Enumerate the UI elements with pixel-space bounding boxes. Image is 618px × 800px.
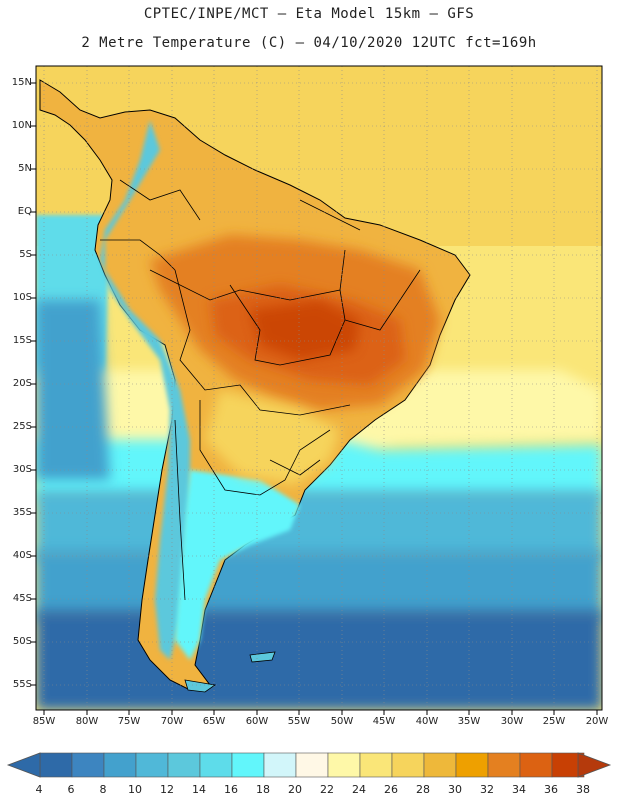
map-frame (35, 65, 603, 711)
colorbar-cell (39, 752, 73, 778)
lat-label: 15N (11, 77, 32, 88)
lat-label: 5S (19, 249, 32, 260)
cold-band-2 (36, 490, 602, 560)
colorbar-label: 12 (160, 783, 174, 796)
colorbar-cell (199, 752, 233, 778)
lat-label: 40S (12, 550, 32, 561)
lat-label: EQ (17, 206, 32, 217)
tierra-del-fuego (184, 679, 217, 693)
colorbar-cell (327, 752, 361, 778)
lon-label: 75W (117, 716, 141, 727)
graticule (36, 66, 602, 710)
colorbar-label: 8 (99, 783, 107, 796)
axis-ticks (31, 82, 598, 715)
lon-label: 85W (32, 716, 56, 727)
falkland-islands (249, 651, 276, 663)
colorbar-label: 24 (352, 783, 366, 796)
lon-label: 50W (330, 716, 354, 727)
andes-cold-strip (100, 120, 190, 660)
lat-label: 50S (12, 636, 32, 647)
colorbar-label: 34 (512, 783, 526, 796)
colorbar-cell (519, 752, 553, 778)
colorbar-label: 30 (448, 783, 462, 796)
colorbar-cell (487, 752, 521, 778)
title-line-1: CPTEC/INPE/MCT – Eta Model 15km – GFS (143, 6, 475, 22)
colorbar-cell (295, 752, 329, 778)
lon-label: 70W (160, 716, 184, 727)
lon-label: 55W (287, 716, 311, 727)
colorbar (6, 752, 612, 778)
colorbar-cell (167, 752, 201, 778)
lat-label: 10S (12, 292, 32, 303)
lat-label: 55S (12, 679, 32, 690)
colorbar-label: 38 (576, 783, 590, 796)
temperature-map (31, 65, 603, 715)
lat-label: 45S (12, 593, 32, 604)
lat-label: 25S (12, 421, 32, 432)
lon-label: 65W (202, 716, 226, 727)
colorbar-label: 18 (256, 783, 270, 796)
lon-label: 80W (75, 716, 99, 727)
colorbar-cell (359, 752, 393, 778)
lon-label: 45W (372, 716, 396, 727)
lon-label: 20W (585, 716, 609, 727)
southern-cone-cool (175, 470, 300, 660)
colorbar-left-arrow (6, 752, 41, 778)
colorbar-label: 26 (384, 783, 398, 796)
colorbar-label: 16 (224, 783, 238, 796)
lat-label: 30S (12, 464, 32, 475)
colorbar-cell (391, 752, 425, 778)
colorbar-label: 22 (320, 783, 334, 796)
lon-label: 25W (542, 716, 566, 727)
lat-label: 20S (12, 378, 32, 389)
colorbar-cell (103, 752, 137, 778)
colorbar-label: 32 (480, 783, 494, 796)
country-borders (100, 179, 421, 601)
lon-label: 35W (457, 716, 481, 727)
lat-label: 15S (12, 335, 32, 346)
colorbar-cell (71, 752, 105, 778)
colorbar-label: 36 (544, 783, 558, 796)
colorbar-right-arrow (577, 752, 612, 778)
lat-label: 5N (18, 163, 32, 174)
lon-label: 60W (245, 716, 269, 727)
colorbar-cell (455, 752, 489, 778)
colorbar-cell (423, 752, 457, 778)
lat-label: 35S (12, 507, 32, 518)
lat-label: 10N (11, 120, 32, 131)
colorbar-cells (39, 752, 585, 778)
colorbar-label: 20 (288, 783, 302, 796)
colorbar-cell (263, 752, 297, 778)
colorbar-cell (135, 752, 169, 778)
colorbar-label: 6 (67, 783, 75, 796)
cold-band-3 (36, 550, 602, 620)
title-line-2: 2 Metre Temperature (C) – 04/10/2020 12U… (81, 35, 537, 51)
cold-band-4 (36, 610, 602, 710)
colorbar-label: 14 (192, 783, 206, 796)
colorbar-label: 4 (35, 783, 43, 796)
pacific-coastal-cold (36, 300, 110, 480)
core-heat-zone (250, 300, 360, 360)
colorbar-label: 28 (416, 783, 430, 796)
colorbar-cell (231, 752, 265, 778)
lon-label: 30W (500, 716, 524, 727)
colorbar-label: 10 (128, 783, 142, 796)
lon-label: 40W (415, 716, 439, 727)
